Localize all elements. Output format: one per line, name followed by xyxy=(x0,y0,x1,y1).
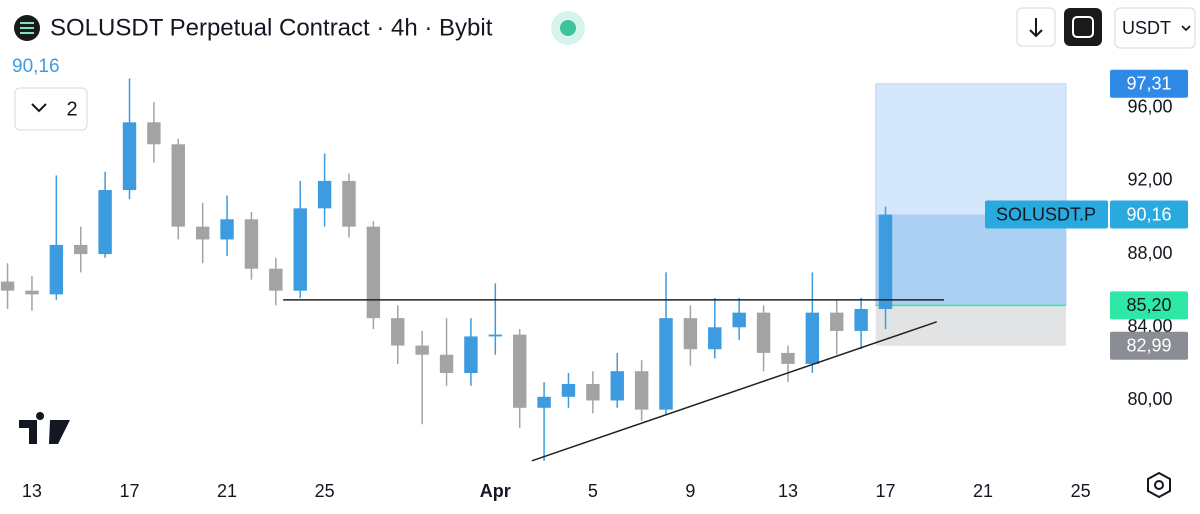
candle-body xyxy=(0,281,15,291)
candle-body xyxy=(415,345,429,355)
candle-body xyxy=(708,327,722,350)
chevron-icon xyxy=(31,103,47,113)
candle-body xyxy=(147,122,161,145)
candle-body xyxy=(805,312,820,364)
candle-body xyxy=(512,334,527,408)
candle-body xyxy=(634,371,649,410)
candle-body xyxy=(732,312,746,328)
price-tag-label: 85,20 xyxy=(1126,295,1171,315)
price-tag-label: 97,31 xyxy=(1126,73,1171,93)
candle-body xyxy=(586,384,600,401)
price-tag xyxy=(1110,200,1188,229)
settings-icon[interactable] xyxy=(1147,471,1171,499)
x-tick-label: 25 xyxy=(1071,481,1091,501)
status-dot xyxy=(560,20,576,36)
x-tick-label: 17 xyxy=(875,481,895,501)
plot-area xyxy=(0,78,1067,462)
x-tick-label: 17 xyxy=(119,481,139,501)
open-profit-zone xyxy=(875,214,1066,306)
tradingview-logo xyxy=(19,412,70,444)
x-tick-label: 5 xyxy=(588,481,598,501)
currency-label: USDT xyxy=(1122,18,1171,38)
candle-body xyxy=(195,226,210,240)
candle-body xyxy=(122,122,137,191)
arrow-icon xyxy=(1029,18,1043,38)
trend-line xyxy=(531,321,937,462)
y-tick-label: 96,00 xyxy=(1127,96,1172,116)
candle-body xyxy=(756,312,771,353)
candle-body xyxy=(25,290,39,295)
candle-body xyxy=(537,396,551,408)
x-tick-label: 9 xyxy=(685,481,695,501)
candle-body xyxy=(439,354,454,374)
candle-body xyxy=(317,180,332,209)
x-tick-label: 25 xyxy=(315,481,335,501)
price-tag xyxy=(1110,331,1188,360)
candle-body xyxy=(98,190,112,255)
y-tick-label: 92,00 xyxy=(1127,170,1172,190)
candle-body xyxy=(854,308,868,331)
y-tick-label: 80,00 xyxy=(1127,389,1172,409)
candle-body xyxy=(391,318,405,346)
x-tick-label: 21 xyxy=(973,481,993,501)
price-tag-label: 90,16 xyxy=(1126,204,1171,224)
price-tag-label: 82,99 xyxy=(1126,336,1171,356)
candle-body xyxy=(488,334,503,337)
indicator-toggle[interactable] xyxy=(14,87,88,131)
candle-body xyxy=(171,144,185,227)
chart-title: SOLUSDT Perpetual Contract · 4h · Bybit xyxy=(50,14,493,41)
candle-body xyxy=(610,371,624,401)
candle-body xyxy=(830,312,844,331)
candle-body xyxy=(781,352,795,364)
indicator-count: 2 xyxy=(66,98,77,120)
symbol-icon-lines xyxy=(20,22,34,34)
currency-select[interactable] xyxy=(1114,7,1196,49)
candle-body xyxy=(342,180,356,227)
x-tick-label: 21 xyxy=(217,481,237,501)
symbol-tag-label: SOLUSDT.P xyxy=(996,204,1096,224)
candle-body xyxy=(683,318,698,350)
loss-zone xyxy=(875,305,1066,346)
price-tag xyxy=(1110,69,1188,98)
x-tick-label: 13 xyxy=(778,481,798,501)
candle-body xyxy=(74,244,88,255)
candle-body xyxy=(244,219,259,269)
chevron-icon xyxy=(1181,25,1191,32)
candle-body xyxy=(366,226,381,319)
price-tag xyxy=(1110,291,1188,320)
last-price: 90,16 xyxy=(12,56,60,77)
candle-body xyxy=(878,214,893,309)
fullscreen-icon xyxy=(1072,16,1094,38)
y-tick-label: 88,00 xyxy=(1127,243,1172,263)
candle-body xyxy=(49,244,64,295)
candle-body xyxy=(659,318,673,410)
symbol-tag xyxy=(985,200,1108,229)
candle-body xyxy=(220,219,234,240)
candle-body xyxy=(464,336,478,374)
settings-icon-center xyxy=(1154,480,1164,490)
candle-body xyxy=(293,208,307,291)
fullscreen-button[interactable] xyxy=(1064,8,1102,46)
x-tick-label: Apr xyxy=(480,481,511,501)
y-tick-label: 84,00 xyxy=(1127,316,1172,336)
candle-body xyxy=(561,384,576,397)
candle-body xyxy=(269,268,283,291)
x-tick-label: 13 xyxy=(22,481,42,501)
